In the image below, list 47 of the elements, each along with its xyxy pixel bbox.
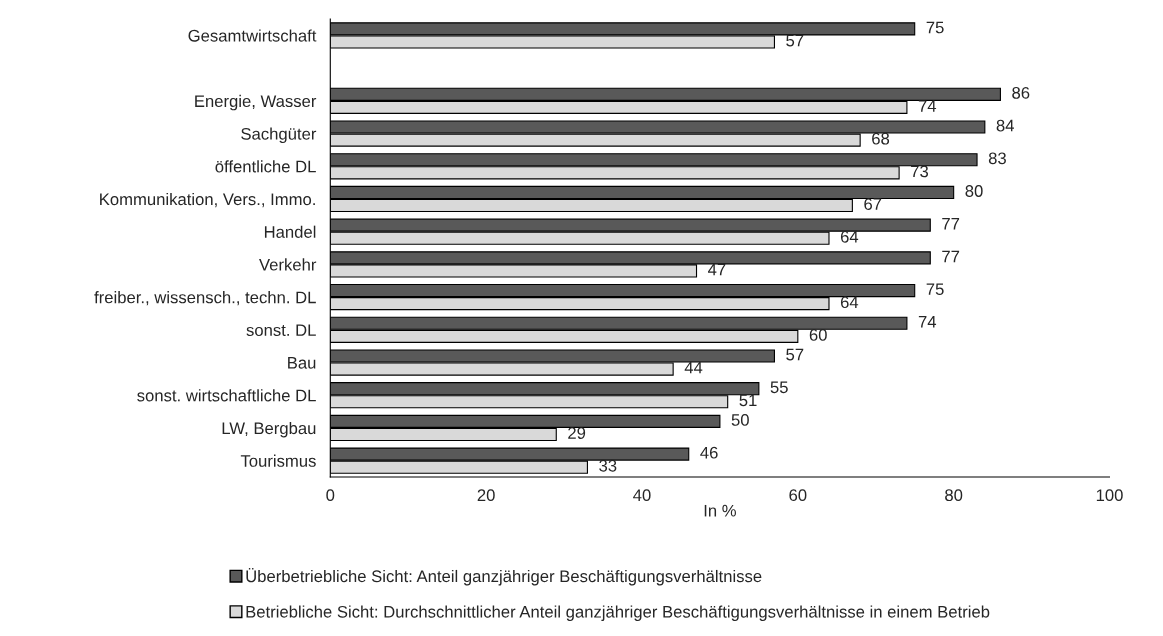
y-tick-label: Verkehr bbox=[259, 258, 317, 271]
data-label: 77 bbox=[942, 217, 960, 230]
data-label: 57 bbox=[786, 34, 804, 47]
y-tick-label: freiber., wissensch., techn. DL bbox=[94, 291, 316, 306]
y-tick-label: Energie, Wasser bbox=[195, 94, 317, 111]
data-label: 73 bbox=[911, 165, 929, 178]
data-label: 68 bbox=[872, 132, 890, 145]
data-label: 55 bbox=[770, 381, 788, 394]
y-tick-label: sonst. DL bbox=[246, 324, 316, 337]
data-label: 64 bbox=[840, 230, 859, 243]
data-label: 77 bbox=[942, 250, 960, 263]
y-tick-label: Gesamtwirtschaft bbox=[188, 29, 317, 42]
x-tick-label: 100 bbox=[1096, 489, 1123, 502]
data-label: 86 bbox=[1012, 86, 1030, 99]
y-tick-label: Sachgüter bbox=[241, 127, 317, 144]
y-tick-label: öffentliche DL bbox=[215, 160, 316, 173]
y-tick-label: Bau bbox=[288, 357, 316, 369]
data-label: 64 bbox=[840, 296, 859, 309]
legend-label: Überbetriebliche Sicht: Anteil ganzjähriger Beschäftigungsverhältnisse bbox=[246, 568, 762, 586]
data-label: 46 bbox=[700, 446, 718, 459]
data-label: 74 bbox=[918, 100, 937, 112]
x-tick-label: 20 bbox=[477, 489, 495, 502]
data-label: 75 bbox=[926, 283, 944, 296]
data-label: 29 bbox=[568, 427, 586, 439]
legend-label: Betriebliche Sicht: Durchschnittlicher Anteil ganzjähriger Beschäftigungsverhältnisse in einem Betrieb bbox=[246, 605, 990, 621]
data-label: 83 bbox=[988, 152, 1006, 165]
x-tick-label: 0 bbox=[326, 489, 335, 502]
y-tick-label: Handel bbox=[264, 225, 316, 238]
data-label: 47 bbox=[708, 263, 726, 276]
data-label: 57 bbox=[786, 348, 804, 361]
data-label: 67 bbox=[864, 198, 882, 210]
y-tick-label: LW, Bergbau bbox=[222, 421, 316, 438]
data-label: 80 bbox=[965, 185, 983, 197]
data-label: 75 bbox=[926, 21, 944, 34]
y-tick-label: sonst. wirtschaftliche DL bbox=[137, 389, 316, 402]
data-label: 50 bbox=[731, 414, 749, 426]
data-label: 33 bbox=[599, 459, 617, 472]
x-axis-title: In % bbox=[704, 504, 736, 517]
data-label: 74 bbox=[918, 316, 937, 328]
x-tick-label: 60 bbox=[789, 489, 807, 502]
x-tick-label: 80 bbox=[945, 489, 963, 502]
data-label: 60 bbox=[809, 329, 827, 341]
x-tick-label: 40 bbox=[633, 489, 651, 502]
y-tick-label: Kommunikation, Vers., Immo. bbox=[100, 192, 315, 208]
y-tick-label: Tourismus bbox=[240, 454, 316, 467]
data-label: 44 bbox=[684, 361, 703, 374]
data-label: 84 bbox=[996, 119, 1014, 132]
